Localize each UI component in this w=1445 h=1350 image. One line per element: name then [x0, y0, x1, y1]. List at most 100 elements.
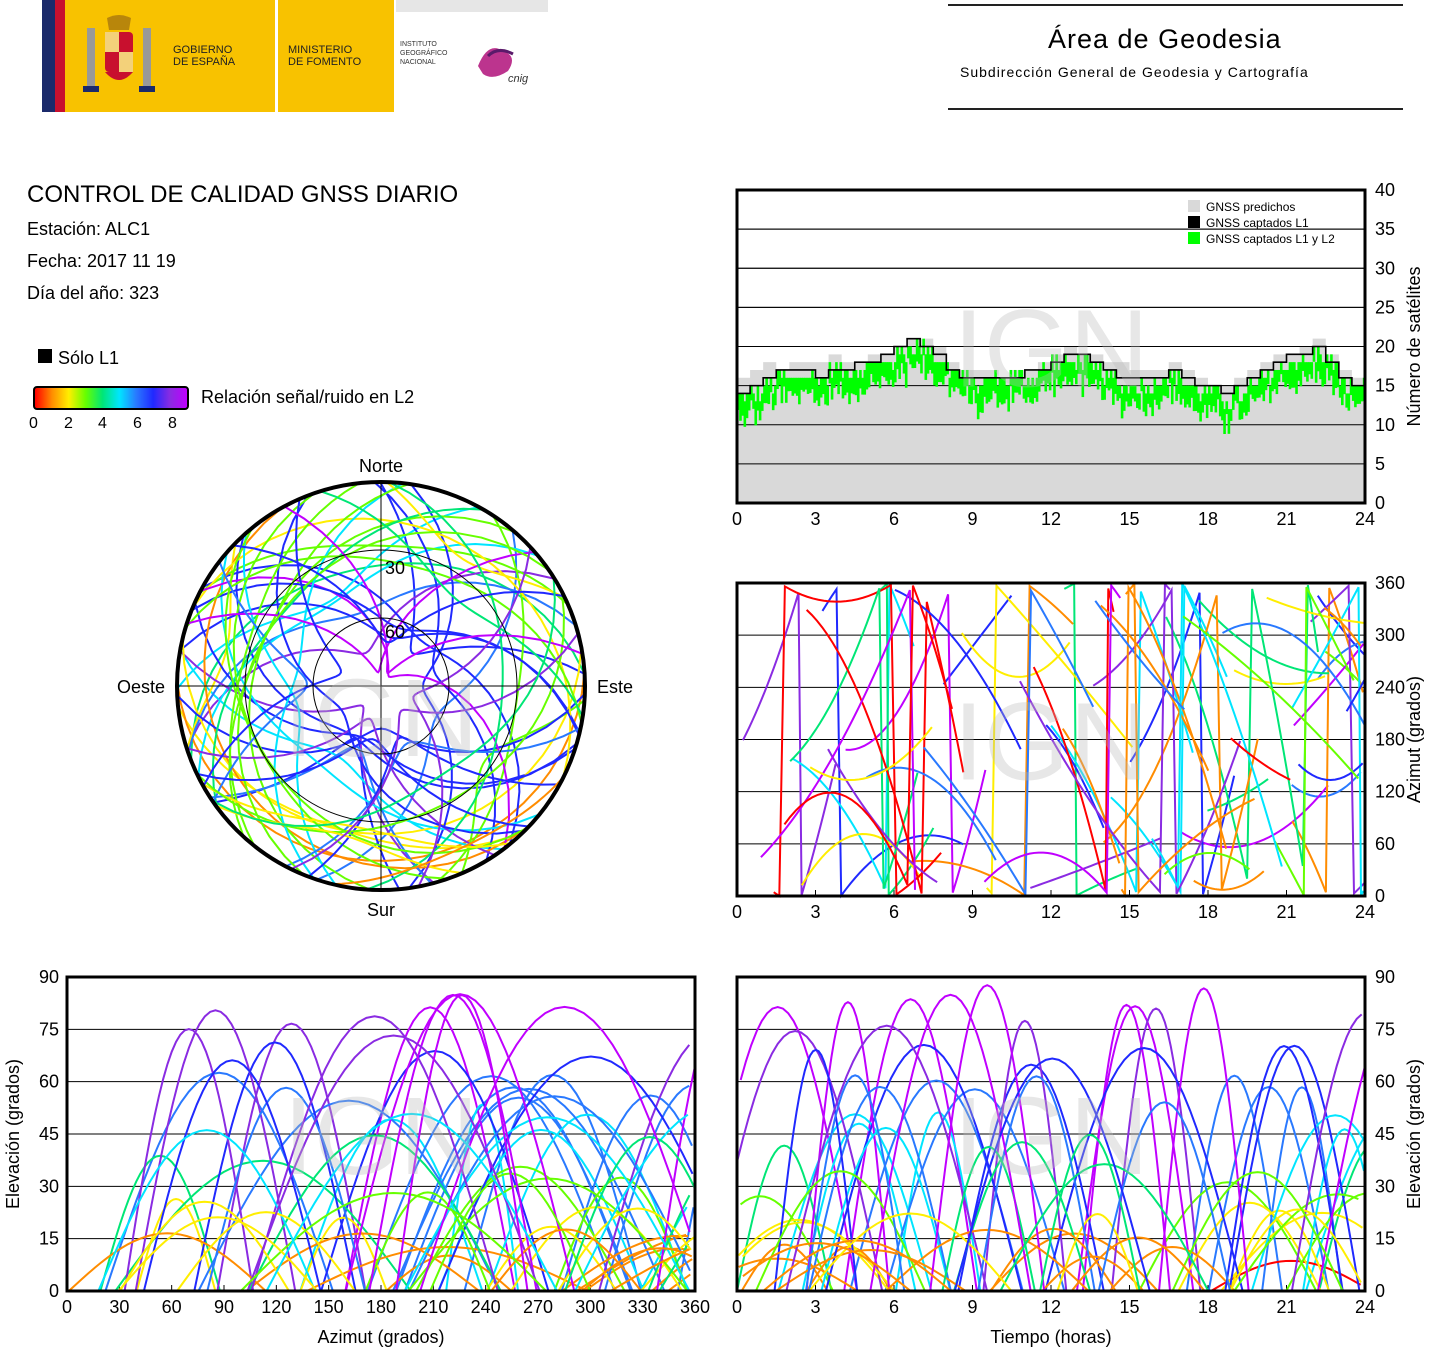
l1l2-satellites-bar: [1242, 393, 1246, 413]
l1l2-satellites-bar: [1184, 385, 1187, 408]
l1l2-satellites-bar: [1197, 393, 1200, 413]
l1l2-satellites-bar: [963, 377, 967, 396]
elev-time-track: [869, 993, 1032, 1292]
satellites-ytick-label: 10: [1375, 415, 1395, 435]
azimuth-track: [1316, 595, 1366, 656]
elev_azimuth-xtick-label: 330: [628, 1297, 658, 1317]
elev-time-track: [1318, 1150, 1366, 1292]
l1l2-satellites-bar: [1136, 393, 1139, 409]
l1l2-satellites-bar: [1181, 385, 1185, 399]
l1l2-satellites-bar: [1066, 362, 1069, 385]
elev_time-ylabel: Elevación (grados): [1404, 1059, 1424, 1209]
elev_azimuth-xtick-label: 30: [109, 1297, 129, 1317]
l1l2-satellites-bar: [1345, 393, 1348, 408]
l1l2-satellites-bar: [741, 393, 744, 416]
l1l2-satellites-bar: [815, 377, 819, 401]
elev-time-track: [885, 1228, 1090, 1292]
azimuth-track: [1324, 650, 1362, 684]
skyplot-track: [191, 582, 580, 736]
l1l2-satellites-bar: [1059, 362, 1063, 389]
skyplot-south-label: Sur: [367, 900, 395, 920]
l1l2-satellites-bar: [911, 354, 915, 369]
elev-azimuth-track: [344, 1006, 517, 1292]
elev-time-track: [801, 1122, 917, 1292]
elev_time-ytick-label: 15: [1375, 1229, 1395, 1249]
cnig-text: cnig: [508, 73, 529, 85]
l1l2-satellites-bar: [1068, 362, 1072, 382]
l1l2-satellites-bar: [861, 377, 864, 395]
l1l2-satellites-bar: [850, 377, 853, 394]
l1l2-satellites-bar: [983, 377, 987, 397]
l1l2-satellites-bar: [780, 377, 784, 404]
l1l2-satellites-bar: [1160, 385, 1163, 402]
skyplot-track: [202, 498, 342, 787]
l1l2-satellites-bar: [1057, 369, 1061, 385]
skyplot-track: [176, 506, 480, 690]
l1l2-satellites-bar: [867, 362, 871, 388]
l1l2-satellites-bar: [1079, 362, 1082, 374]
l1l2-satellites-bar: [1225, 401, 1229, 415]
l1l2-satellites-bar: [1356, 385, 1359, 404]
l1l2-satellites-bar: [1295, 369, 1298, 394]
elev-time-track: [1177, 1201, 1322, 1292]
l1l2-satellites-bar: [1177, 369, 1181, 394]
elev-azimuth-track: [68, 1232, 267, 1292]
l1l2-satellites-bar: [1234, 385, 1237, 401]
skyplot-ring-label-60: 60: [385, 622, 405, 642]
l1l2-satellites-bar: [1218, 393, 1222, 417]
elev_azimuth-xtick-label: 210: [418, 1297, 448, 1317]
l1l2-satellites-bar: [976, 393, 980, 420]
azimuth-track: [1061, 728, 1121, 864]
elev-time-track: [773, 1048, 859, 1292]
l1l2-satellites-bar: [771, 393, 775, 411]
l1l2-satellites-bar: [1107, 377, 1111, 391]
azimuth_time-xtick-label: 12: [1041, 902, 1061, 922]
date-label: Fecha: 2017 11 19: [27, 251, 176, 271]
azimuth-track: [1323, 607, 1362, 647]
elev-time-watermark: IGN: [953, 1075, 1149, 1198]
l1l2-satellites-bar: [1310, 362, 1314, 379]
l1l2-satellites-bar: [1040, 369, 1043, 384]
l1l2-satellites-bar: [1253, 385, 1257, 402]
elev-azimuth-track: [564, 1136, 696, 1292]
l1l2-satellites-bar: [1227, 409, 1231, 434]
l1l2-satellites-bar: [878, 362, 882, 389]
skyplot-track: [211, 577, 556, 827]
elev-time-track: [785, 1024, 988, 1292]
l1l2-satellites-bar: [1212, 385, 1215, 407]
azimuth_time-ytick-label: 300: [1375, 625, 1405, 645]
l1l2-satellites-bar: [946, 362, 949, 375]
snr-label: Relación señal/ruido en L2: [201, 387, 415, 407]
l1l2-satellites-bar: [1343, 377, 1346, 395]
header-bottom-rule: [948, 108, 1403, 110]
satellites-legend-label: GNSS predichos: [1206, 200, 1295, 214]
header-top-rule: [948, 4, 1403, 6]
l1l2-satellites-bar: [1118, 385, 1122, 399]
elev-azimuth-watermark: IGN: [283, 1075, 479, 1198]
l1l2-satellites-bar: [852, 369, 856, 395]
l1l2-satellites-bar: [863, 369, 867, 395]
l1l2-satellites-bar: [1288, 362, 1292, 390]
skyplot-track: [210, 745, 433, 885]
elev-time-track: [1097, 1101, 1232, 1292]
l1l2-satellites-bar: [1175, 385, 1178, 401]
elev-azimuth-arcs: [68, 993, 696, 1292]
l1l2-satellites-bar: [1013, 369, 1017, 393]
skyplot-track: [198, 544, 569, 606]
elev_azimuth-xtick-label: 300: [575, 1297, 605, 1317]
elev_time-ytick-label: 0: [1375, 1281, 1385, 1301]
satellites-legend-label: GNSS captados L1 y L2: [1206, 232, 1335, 246]
satellites-xtick-label: 15: [1119, 509, 1139, 529]
l1l2-satellites-bar: [883, 362, 886, 378]
l1l2-satellites-bar: [874, 362, 877, 385]
skyplot-horizon: [175, 480, 587, 892]
l1l2-satellites-bar: [870, 362, 873, 374]
area-title: Área de Geodesia: [1048, 24, 1282, 54]
elev-time-track: [820, 1126, 952, 1292]
l1l2-satellites-bar: [1258, 377, 1261, 398]
l1l2-satellites-bar: [1330, 354, 1333, 376]
l1l2-satellites-bar: [1277, 369, 1281, 382]
logo-flag-stripe: [42, 0, 55, 112]
satellites-xtick-label: 18: [1198, 509, 1218, 529]
l1l2-satellites-bar: [808, 377, 812, 393]
